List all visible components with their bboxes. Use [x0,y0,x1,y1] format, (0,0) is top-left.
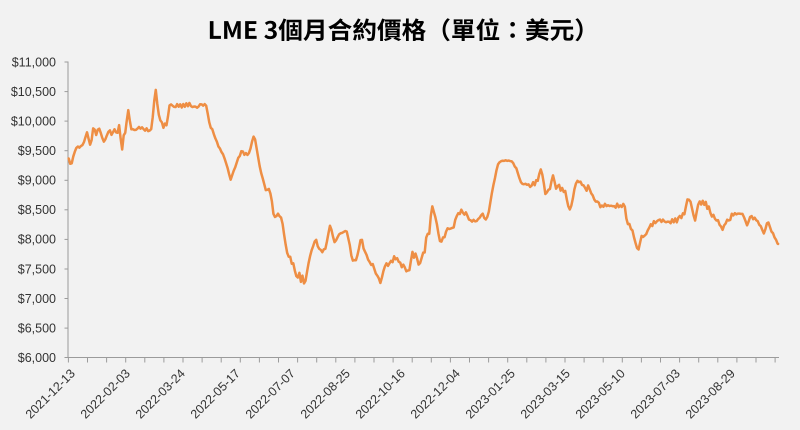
svg-text:$9,500: $9,500 [18,144,56,158]
svg-text:$6,500: $6,500 [18,321,56,335]
svg-text:$7,000: $7,000 [18,292,56,306]
svg-text:$6,000: $6,000 [18,351,56,365]
svg-text:$10,000: $10,000 [11,114,56,128]
svg-text:$9,000: $9,000 [18,174,56,188]
svg-text:$11,000: $11,000 [12,55,56,69]
svg-text:$10,500: $10,500 [11,85,56,99]
svg-text:$8,500: $8,500 [18,203,56,217]
svg-text:$8,000: $8,000 [18,233,56,247]
svg-text:$7,500: $7,500 [18,262,56,276]
